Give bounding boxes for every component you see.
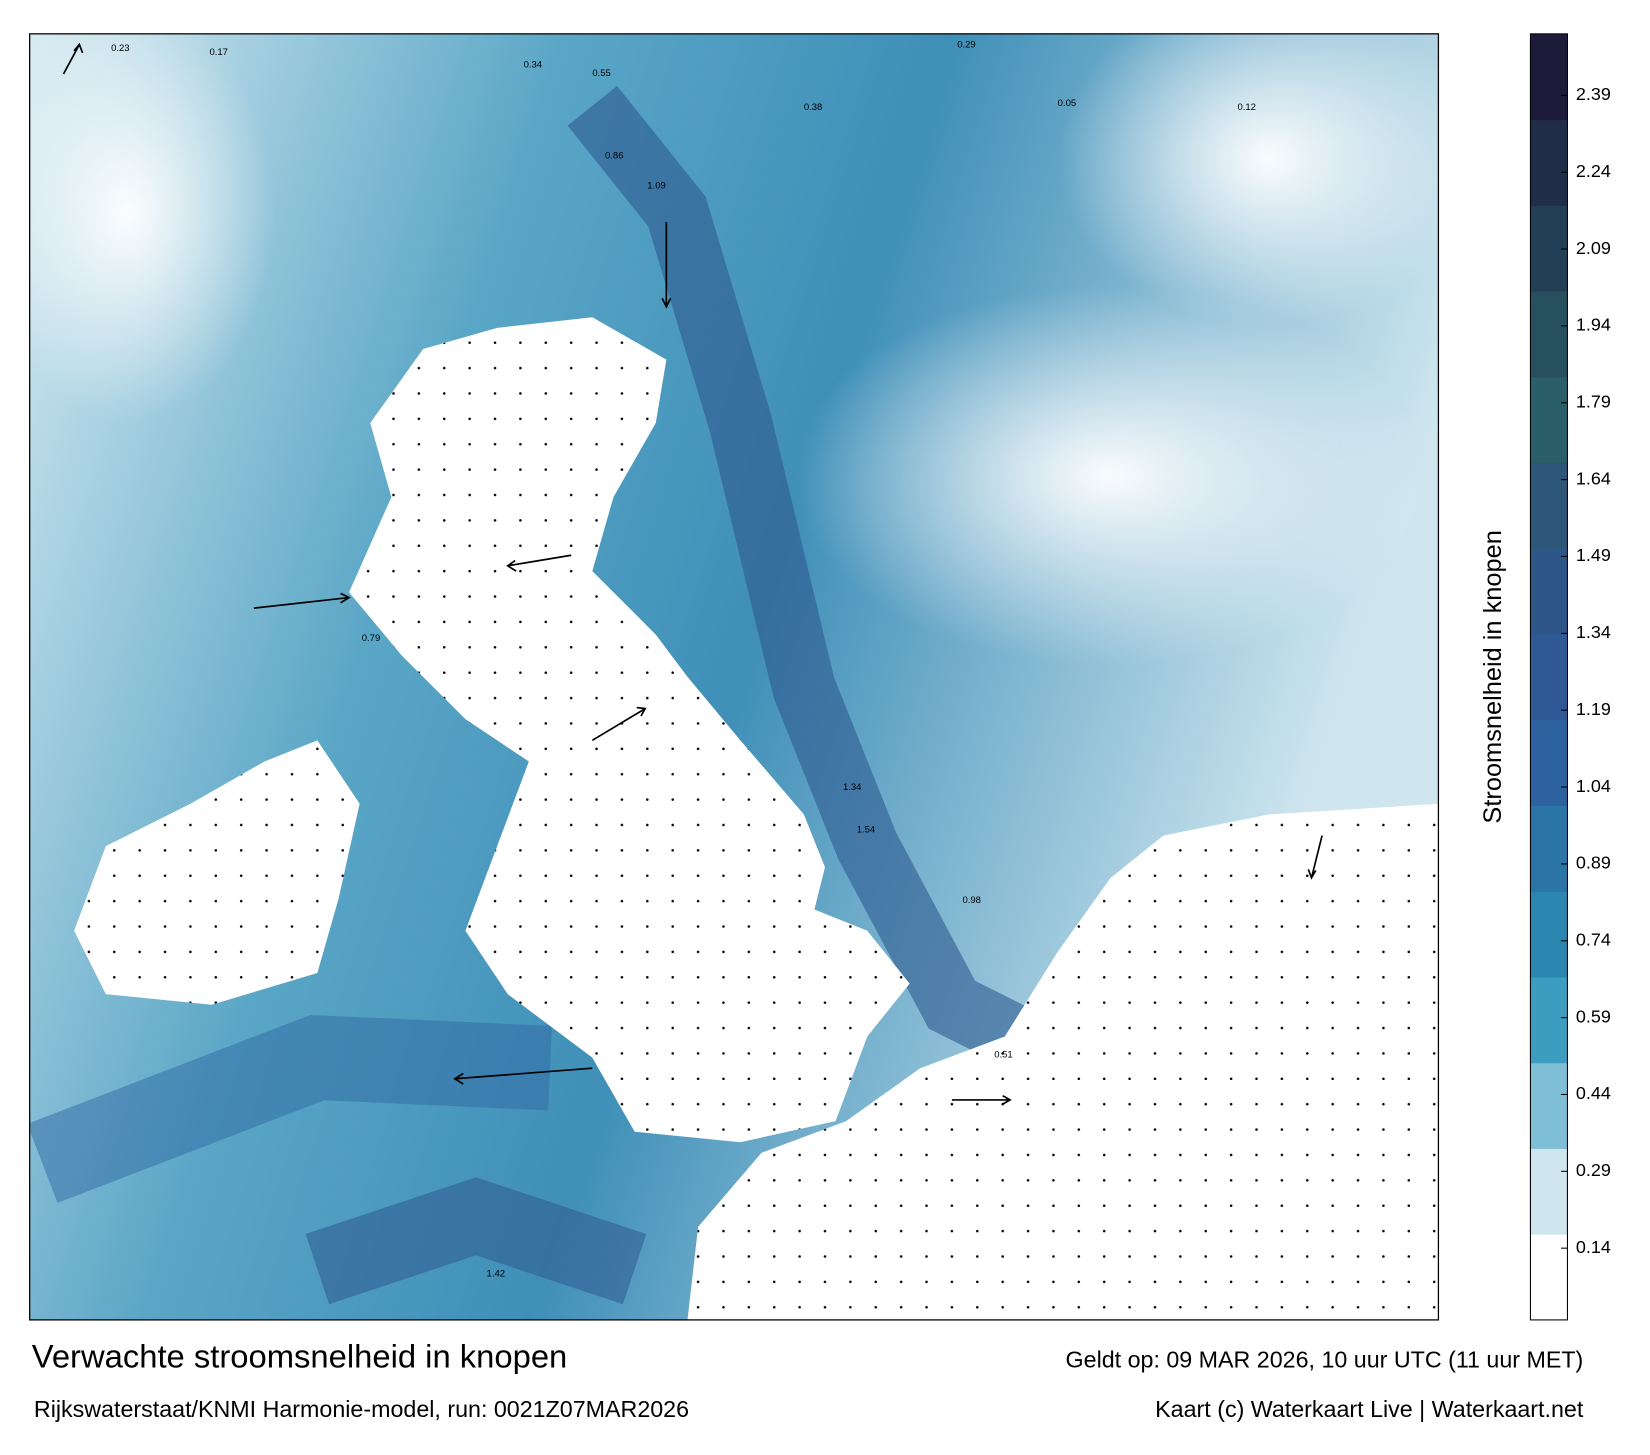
colorbar-band [1530, 805, 1568, 892]
colorbar-band [1530, 33, 1568, 121]
map-label: 0.29 [957, 40, 976, 51]
colorbar-band [1530, 291, 1568, 378]
colorbar-band [1530, 1234, 1568, 1321]
colorbar-tick-label: 1.64 [1576, 468, 1611, 488]
colorbar-band [1530, 376, 1568, 464]
colorbar-tick-label: 1.19 [1576, 699, 1611, 719]
colorbar-tick-label: 2.09 [1576, 238, 1611, 258]
colorbar-tick-label: 0.74 [1576, 930, 1611, 950]
map-label: 1.09 [647, 180, 666, 191]
colorbar-band [1530, 1148, 1568, 1235]
colorbar-band [1530, 548, 1568, 635]
colorbar-tick-label: 0.29 [1576, 1160, 1611, 1180]
colorbar-band [1530, 891, 1568, 978]
colorbar-tick-label: 1.34 [1576, 622, 1611, 642]
current-arrows [62, 42, 1323, 1105]
colorbar-tick-label: 1.49 [1576, 545, 1611, 565]
map-label: 1.54 [857, 824, 876, 835]
colorbar-band [1530, 719, 1568, 807]
map-label: 0.05 [1058, 98, 1077, 109]
colorbar-label: Stroomsnelheid in knopen [1479, 530, 1507, 823]
colorbar-band [1530, 976, 1568, 1064]
colorbar-tick-label: 0.59 [1576, 1006, 1611, 1026]
map-label: 0.38 [804, 102, 823, 113]
map-label: 1.34 [843, 782, 862, 793]
colorbar-tick-label: 0.44 [1576, 1083, 1611, 1103]
map-label: 0.23 [111, 43, 129, 54]
colorbar: 0.14 0.29 0.44 0.59 0.74 0.89 1.04 1.19 1.34 1.49… [1530, 33, 1611, 1321]
colorbar-tick-label: 0.14 [1576, 1237, 1611, 1257]
map-label: 0.17 [209, 47, 228, 58]
colorbar-band [1530, 205, 1568, 292]
map-label: 0.98 [962, 895, 981, 906]
map-label: 0.79 [362, 633, 381, 644]
map-label: 0.86 [605, 151, 624, 162]
colorbar-band [1530, 634, 1568, 721]
colorbar-band [1530, 119, 1568, 206]
colorbar-tick-label: 1.79 [1576, 392, 1611, 412]
map-labels: 0.23 0.17 0.34 0.55 0.86 1.09 0.38 0.29 0.79 1.34… [111, 40, 1256, 1280]
colorbar-band [1530, 1062, 1568, 1149]
colorbar-tick-label: 2.24 [1576, 161, 1611, 181]
map: 0.23 0.17 0.34 0.55 0.86 1.09 0.38 0.29 0.79 1.34… [29, 33, 1439, 1320]
title: Verwachte stroomsnelheid in knopen [32, 1338, 568, 1375]
map-label: 0.55 [592, 68, 611, 79]
map-frame [29, 33, 1440, 1321]
map-label: 0.34 [524, 60, 543, 71]
valid-time: Geldt op: 09 MAR 2026, 10 uur UTC (11 uu… [1066, 1347, 1584, 1373]
colorbar-band [1530, 462, 1568, 549]
map-label: 0.12 [1237, 102, 1256, 113]
map-label: 0.51 [994, 1050, 1013, 1061]
credit: Kaart (c) Waterkaart Live | Waterkaart.n… [1155, 1396, 1584, 1422]
colorbar-frame [1529, 33, 1568, 1321]
colorbar-tick-label: 1.94 [1576, 315, 1611, 335]
colorbar-tick-label: 1.04 [1576, 776, 1611, 796]
colorbar-tick-label: 0.89 [1576, 853, 1611, 873]
colorbar-tick-label: 2.39 [1576, 84, 1611, 104]
source: Rijkswaterstaat/KNMI Harmonie-model, run… [34, 1396, 689, 1422]
map-label: 1.42 [487, 1269, 506, 1280]
